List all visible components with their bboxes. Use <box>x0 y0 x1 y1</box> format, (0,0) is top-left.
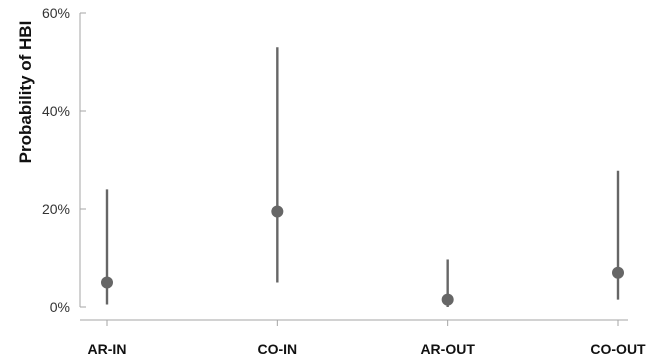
y-tick-label: 60% <box>42 5 70 21</box>
point-estimate <box>101 276 113 289</box>
point-estimate <box>271 205 284 218</box>
x-category-label: CO-IN <box>257 341 297 357</box>
y-tick-label: 0% <box>50 299 70 315</box>
y-tick-label: 20% <box>42 201 70 217</box>
x-axis: AR-IN CO-IN AR-OUT CO-OUT <box>80 319 646 357</box>
point-estimate <box>612 266 624 279</box>
y-axis: 0% 20% 40% 60% <box>42 5 86 315</box>
point-estimate <box>441 293 454 306</box>
y-axis-title: Probability of HBI <box>16 21 35 164</box>
x-category-label: AR-OUT <box>420 341 475 357</box>
y-tick-label: 40% <box>42 103 70 119</box>
x-category-label: CO-OUT <box>590 341 646 357</box>
x-category-label: AR-IN <box>88 341 127 357</box>
plot-area <box>101 47 624 307</box>
